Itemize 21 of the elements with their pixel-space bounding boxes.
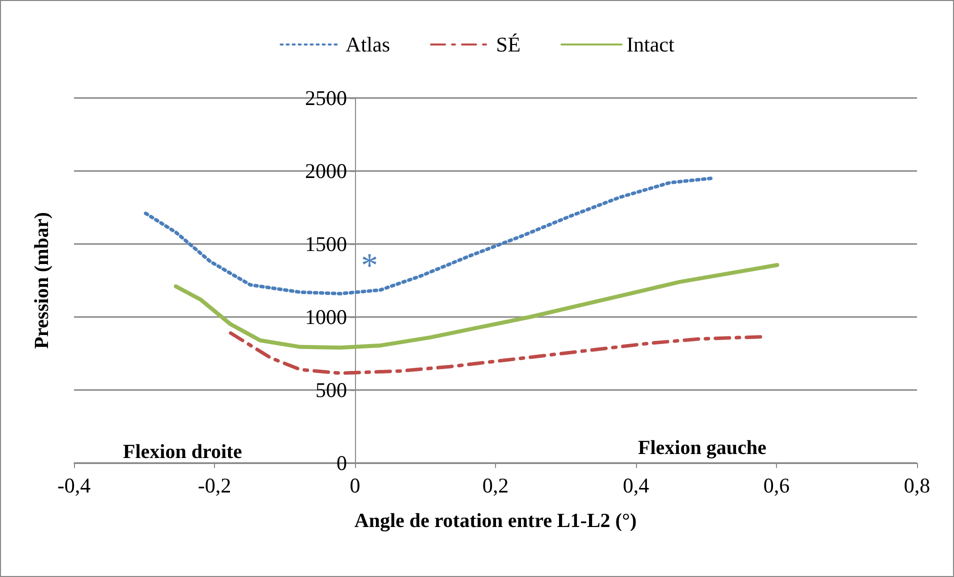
legend-label: Intact [626, 32, 674, 56]
y-tick-label: 2500 [305, 86, 347, 110]
y-tick-label: 1500 [305, 232, 347, 256]
legend-label: SÉ [496, 32, 521, 56]
y-tick-label: 0 [336, 451, 347, 475]
y-tick-label: 500 [316, 378, 347, 402]
line-series [144, 176, 713, 296]
x-tick-label: 0,4 [622, 474, 650, 498]
y-tick-label: 2000 [305, 159, 347, 183]
y-axis-title: Pression (mbar) [31, 212, 53, 349]
x-tick-label: 0,8 [904, 474, 930, 498]
x-tick-label: 0,6 [763, 474, 790, 498]
annotation: Flexion droite [123, 441, 242, 463]
x-tick-label: -0,4 [57, 474, 92, 498]
x-axis-title: Angle de rotation entre L1-L2 (°) [354, 510, 637, 532]
x-tick-label: 0,2 [482, 474, 509, 498]
legend-label: Atlas [346, 32, 390, 56]
y-tick-label: 1000 [305, 305, 347, 329]
x-tick-label: -0,2 [198, 474, 232, 498]
annotation: Flexion gauche [638, 437, 766, 459]
annotation: * [361, 248, 378, 284]
